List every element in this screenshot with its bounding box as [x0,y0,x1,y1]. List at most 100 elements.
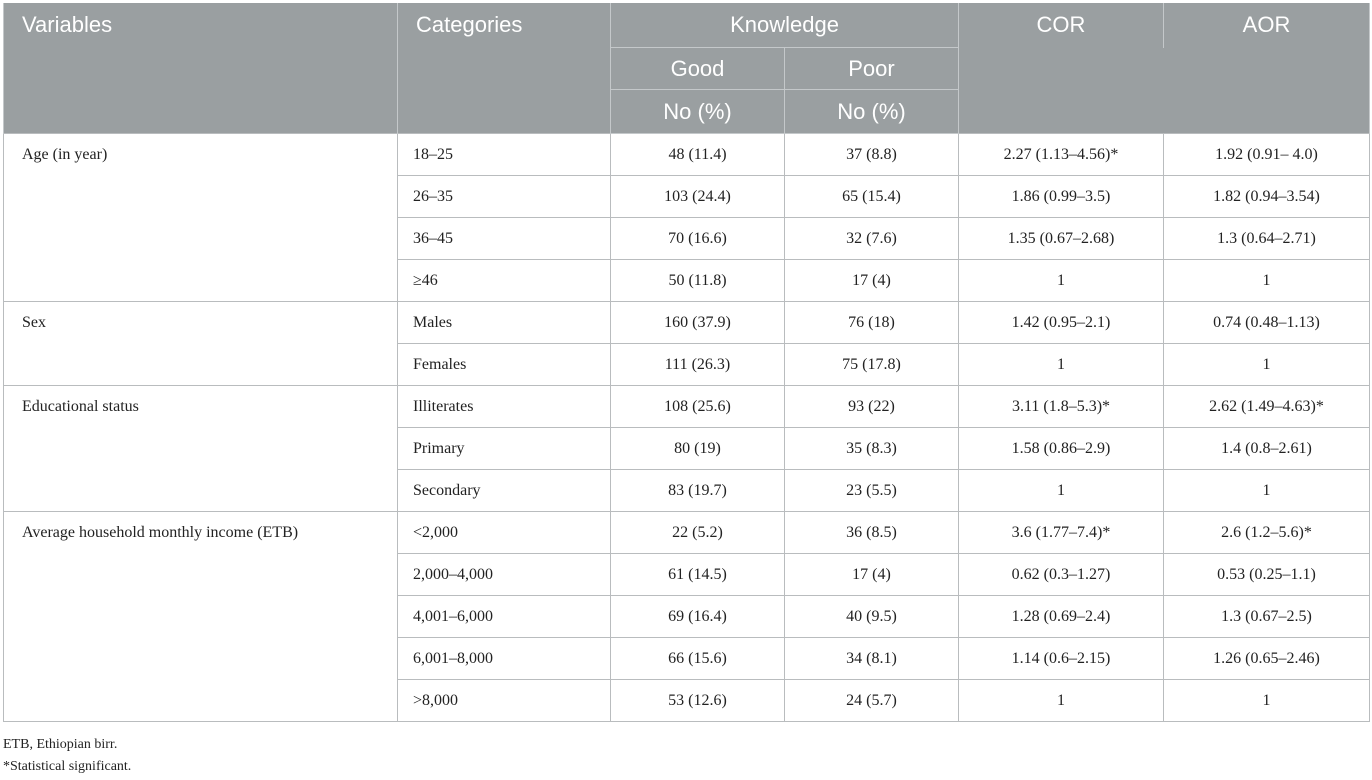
good-cell: 66 (15.6) [610,637,785,680]
good-cell: 160 (37.9) [610,301,785,344]
aor-cell: 1.92 (0.91– 4.0) [1163,133,1370,176]
good-cell: 50 (11.8) [610,259,785,302]
cor-cell: 1 [958,343,1164,386]
good-cell: 111 (26.3) [610,343,785,386]
cor-cell: 1 [958,259,1164,302]
header-categories-spacer [397,47,611,134]
cor-cell: 3.11 (1.8–5.3)* [958,385,1164,428]
cor-cell: 1.58 (0.86–2.9) [958,427,1164,470]
aor-cell: 1.4 (0.8–2.61) [1163,427,1370,470]
cor-cell: 1 [958,679,1164,722]
category-cell: >8,000 [397,679,611,722]
aor-cell: 2.62 (1.49–4.63)* [1163,385,1370,428]
cor-cell: 1.86 (0.99–3.5) [958,175,1164,218]
poor-cell: 93 (22) [784,385,959,428]
category-cell: 26–35 [397,175,611,218]
table-row: 26–35 103 (24.4) 65 (15.4) 1.86 (0.99–3.5) 1… [4,175,1370,218]
poor-cell: 34 (8.1) [784,637,959,680]
cor-cell: 1.14 (0.6–2.15) [958,637,1164,680]
poor-cell: 76 (18) [784,301,959,344]
table-row: Average household monthly income (ETB) <2… [3,511,1370,722]
category-cell: 4,001–6,000 [397,595,611,638]
poor-cell: 40 (9.5) [784,595,959,638]
good-cell: 80 (19) [610,427,785,470]
poor-cell: 24 (5.7) [784,679,959,722]
good-cell: 22 (5.2) [610,511,785,554]
table-row: Females 111 (26.3) 75 (17.8) 1 1 [4,343,1370,386]
good-cell: 53 (12.6) [610,679,785,722]
aor-cell: 1.3 (0.67–2.5) [1163,595,1370,638]
aor-cell: 0.53 (0.25–1.1) [1163,553,1370,596]
poor-cell: 65 (15.4) [784,175,959,218]
cor-cell: 2.27 (1.13–4.56)* [958,133,1164,176]
cor-cell: 1.35 (0.67–2.68) [958,217,1164,260]
header-or-spacer [958,47,1370,134]
good-cell: 108 (25.6) [610,385,785,428]
cor-cell: 1.42 (0.95–2.1) [958,301,1164,344]
poor-cell: 17 (4) [784,259,959,302]
header-variables: Variables [3,3,398,48]
variable-cell: Sex [3,301,398,386]
table-row: Educational status Illiterates 108 (25.6) 9… [3,385,1370,512]
aor-cell: 1 [1163,259,1370,302]
aor-cell: 1.26 (0.65–2.46) [1163,637,1370,680]
good-cell: 61 (14.5) [610,553,785,596]
category-cell: Females [397,343,611,386]
table-row: 36–45 70 (16.6) 32 (7.6) 1.35 (0.67–2.68) 1.… [4,217,1370,260]
header-aor: AOR [1163,3,1370,48]
cor-cell: 1 [958,469,1164,512]
variable-cell: Average household monthly income (ETB) [3,511,398,722]
poor-cell: 37 (8.8) [784,133,959,176]
header-knowledge: Knowledge [610,3,959,48]
table-body: Age (in year) 18–25 48 (11.4) 37 (8.8) 2.27 … [3,133,1370,722]
header-good-unit: No (%) [610,89,785,134]
footnote-abbreviation: ETB, Ethiopian birr. [3,737,118,752]
category-cell: ≥46 [397,259,611,302]
category-cell: 36–45 [397,217,611,260]
category-cell: Secondary [397,469,611,512]
good-cell: 69 (16.4) [610,595,785,638]
aor-cell: 1 [1163,679,1370,722]
header-categories: Categories [397,3,611,48]
category-cell: 6,001–8,000 [397,637,611,680]
header-cor: COR [958,3,1164,48]
category-cell: Males [397,301,611,344]
table-row: 6,001–8,000 66 (15.6) 34 (8.1) 1.14 (0.6–2.… [4,637,1370,680]
poor-cell: 23 (5.5) [784,469,959,512]
poor-cell: 17 (4) [784,553,959,596]
poor-cell: 36 (8.5) [784,511,959,554]
header-poor-unit: No (%) [784,89,959,134]
good-cell: 48 (11.4) [610,133,785,176]
header-good: Good [610,47,785,90]
aor-cell: 1.82 (0.94–3.54) [1163,175,1370,218]
cor-cell: 3.6 (1.77–7.4)* [958,511,1164,554]
category-cell: 2,000–4,000 [397,553,611,596]
poor-cell: 32 (7.6) [784,217,959,260]
good-cell: 70 (16.6) [610,217,785,260]
category-cell: Primary [397,427,611,470]
aor-cell: 2.6 (1.2–5.6)* [1163,511,1370,554]
aor-cell: 0.74 (0.48–1.13) [1163,301,1370,344]
category-cell: Illiterates [397,385,611,428]
good-cell: 83 (19.7) [610,469,785,512]
knowledge-odds-ratio-table: Variables Categories Knowledge COR AOR G… [3,3,1370,722]
category-cell: 18–25 [397,133,611,176]
table-row: Sex Males 160 (37.9) 76 (18) 1.42 (0.95–2.1)… [3,301,1370,386]
good-cell: 103 (24.4) [610,175,785,218]
table-row: 2,000–4,000 61 (14.5) 17 (4) 0.62 (0.3–1.27… [4,553,1370,596]
cor-cell: 1.28 (0.69–2.4) [958,595,1164,638]
table-header: Variables Categories Knowledge COR AOR G… [3,3,1370,134]
header-poor: Poor [784,47,959,90]
poor-cell: 35 (8.3) [784,427,959,470]
poor-cell: 75 (17.8) [784,343,959,386]
table-row: Secondary 83 (19.7) 23 (5.5) 1 1 [4,469,1370,512]
table-row: >8,000 53 (12.6) 24 (5.7) 1 1 [4,679,1370,722]
aor-cell: 1 [1163,469,1370,512]
variable-cell: Age (in year) [3,133,398,302]
header-variables-spacer [3,47,398,134]
footnote-significance: *Statistical significant. [3,759,132,774]
cor-cell: 0.62 (0.3–1.27) [958,553,1164,596]
table-footnotes: ETB, Ethiopian birr. *Statistical signif… [3,734,131,778]
category-cell: <2,000 [397,511,611,554]
table-row: Primary 80 (19) 35 (8.3) 1.58 (0.86–2.9) 1.4… [4,427,1370,470]
